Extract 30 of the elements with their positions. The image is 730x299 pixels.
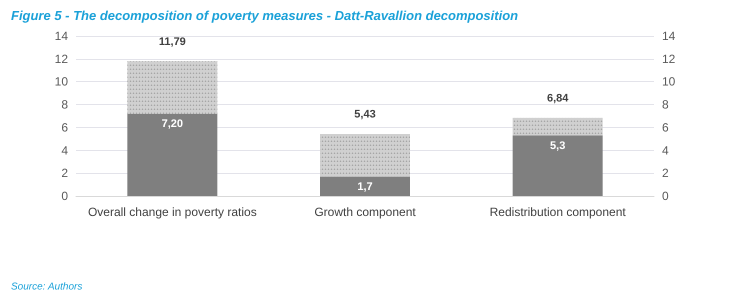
- y-tick-label: 14: [54, 29, 68, 43]
- total-label: 11,79: [158, 36, 186, 48]
- chart-title: Figure 5 - The decomposition of poverty measures - Datt-Ravallion decomposition: [11, 8, 518, 23]
- bar: [512, 135, 603, 196]
- x-tick-label: Overall change in poverty ratios: [88, 205, 257, 219]
- total-label: 6,84: [546, 92, 570, 104]
- y2-tick-label: 6: [662, 120, 669, 134]
- y2-tick-label: 12: [662, 52, 676, 66]
- y2-tick-label: 4: [662, 143, 669, 158]
- y2-tick-label: 10: [662, 74, 676, 89]
- y-tick-label: 10: [54, 74, 68, 89]
- source-note: Source: Authors: [11, 282, 82, 292]
- y-tick-label: 12: [54, 52, 68, 66]
- data-label: 5,3: [550, 140, 566, 152]
- y2-tick-label: 2: [662, 166, 669, 180]
- bar: [320, 176, 410, 196]
- y-tick-label: 4: [61, 143, 68, 158]
- y-tick-label: 6: [61, 120, 68, 134]
- y2-tick-label: 14: [662, 29, 676, 43]
- x-tick-label: Growth component: [314, 205, 416, 219]
- y-tick-label: 0: [61, 189, 68, 203]
- y2-tick-label: 8: [662, 98, 669, 112]
- data-label: 1,7: [357, 181, 373, 194]
- data-label: 7,20: [162, 118, 184, 130]
- y2-tick-label: 0: [662, 189, 669, 203]
- x-tick-label: Redistribution component: [490, 205, 626, 219]
- bar: [127, 114, 218, 196]
- y-tick-label: 2: [61, 166, 68, 180]
- y-tick-label: 8: [61, 98, 68, 112]
- total-label: 5,43: [354, 108, 376, 120]
